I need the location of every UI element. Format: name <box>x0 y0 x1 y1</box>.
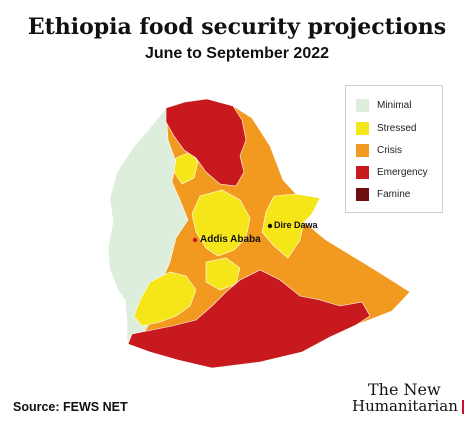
legend-swatch-stressed <box>356 121 369 135</box>
logo-line-1: The New <box>368 380 441 399</box>
legend-item-crisis: Crisis <box>356 143 402 157</box>
region-stressed-southwest <box>133 271 197 327</box>
region-stressed-central <box>191 189 251 257</box>
legend-label-famine: Famine <box>377 188 411 200</box>
publisher-logo: The New Humanitarian <box>352 381 464 415</box>
logo-accent-bar <box>462 400 464 414</box>
addis-ababa-marker <box>192 237 198 243</box>
addis-ababa-label: Addis Ababa <box>200 234 261 245</box>
legend-label-emergency: Emergency <box>377 166 428 178</box>
legend-item-emergency: Emergency <box>356 165 428 179</box>
legend-label-minimal: Minimal <box>377 99 412 111</box>
logo-line-2: Humanitarian <box>352 397 458 415</box>
legend-item-famine: Famine <box>356 187 410 201</box>
page-title: Ethiopia food security projections <box>27 14 447 40</box>
legend-label-crisis: Crisis <box>377 144 402 156</box>
legend-label-stressed: Stressed <box>377 122 417 134</box>
source-credit: Source: FEWS NET <box>13 400 128 414</box>
region-stressed-northeast <box>261 193 321 259</box>
legend-swatch-minimal <box>356 98 369 112</box>
legend-item-minimal: Minimal <box>356 98 411 112</box>
region-emergency-north <box>165 98 247 187</box>
legend-item-stressed: Stressed <box>356 121 416 135</box>
map-legend: Minimal Stressed Crisis Emergency Famine <box>345 85 443 213</box>
page-subtitle: June to September 2022 <box>144 45 330 62</box>
legend-swatch-crisis <box>356 143 369 157</box>
dire-dawa-label: Dire Dawa <box>274 220 318 230</box>
region-emergency-south <box>127 269 371 369</box>
legend-swatch-emergency <box>356 165 369 179</box>
legend-swatch-famine <box>356 187 369 201</box>
dire-dawa-marker <box>267 223 273 229</box>
